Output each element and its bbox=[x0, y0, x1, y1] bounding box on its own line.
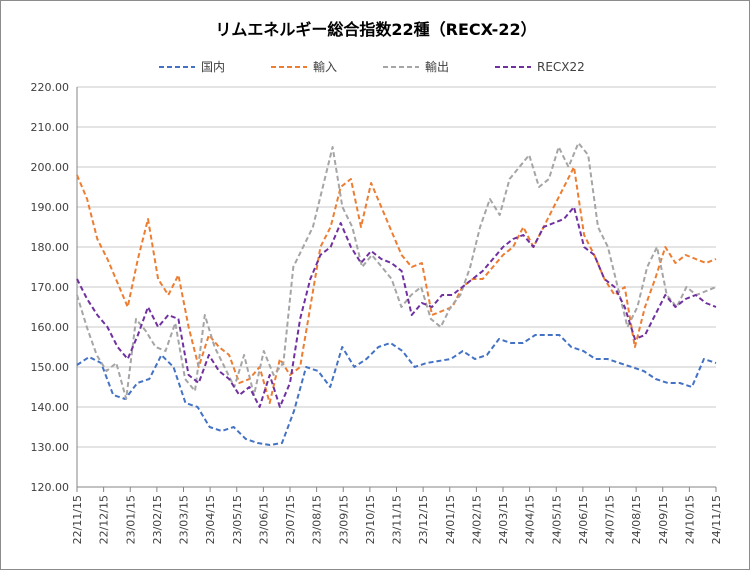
x-tick-label: 24/06/15 bbox=[577, 495, 590, 544]
y-tick-label: 140.00 bbox=[31, 401, 70, 414]
x-tick-label: 24/02/15 bbox=[470, 495, 483, 544]
y-tick-label: 150.00 bbox=[31, 361, 70, 374]
series-line-国内 bbox=[76, 334, 717, 446]
y-tick-label: 200.00 bbox=[31, 161, 70, 174]
x-tick-label: 23/05/15 bbox=[231, 495, 244, 544]
x-tick-label: 24/05/15 bbox=[550, 495, 563, 544]
y-tick-label: 180.00 bbox=[31, 241, 70, 254]
y-tick-label: 120.00 bbox=[31, 481, 70, 494]
x-tick-label: 24/07/15 bbox=[604, 495, 617, 544]
chart-title: リムエネルギー総合指数22種（RECX-22） bbox=[215, 20, 536, 39]
x-tick-label: 24/08/15 bbox=[630, 495, 643, 544]
y-tick-label: 220.00 bbox=[31, 81, 70, 94]
y-tick-label: 130.00 bbox=[31, 441, 70, 454]
series-line-輸出 bbox=[76, 142, 717, 400]
legend: 国内 輸入 輸出 RECX22 bbox=[159, 59, 585, 74]
x-tick-label: 23/02/15 bbox=[151, 495, 164, 544]
x-tick-label: 23/09/15 bbox=[337, 495, 350, 544]
y-axis: 120.00 130.00 140.00 150.00 160.00 170.00 180.… bbox=[31, 81, 78, 494]
y-tick-label: 170.00 bbox=[31, 281, 70, 294]
x-tick-label: 23/03/15 bbox=[178, 495, 191, 544]
x-tick-label: 23/12/15 bbox=[417, 495, 430, 544]
x-tick-label: 23/06/15 bbox=[257, 495, 270, 544]
x-tick-label: 24/01/15 bbox=[444, 495, 457, 544]
y-tick-label: 210.00 bbox=[31, 121, 70, 134]
x-tick-label: 22/12/15 bbox=[98, 495, 111, 544]
series-line-RECX22 bbox=[76, 206, 717, 408]
x-tick-label: 23/04/15 bbox=[204, 495, 217, 544]
series-line-輸入 bbox=[76, 166, 717, 404]
series-group bbox=[76, 142, 717, 446]
x-tick-label: 23/01/15 bbox=[124, 495, 137, 544]
legend-label: 国内 bbox=[201, 60, 225, 74]
x-tick-label: 24/04/15 bbox=[524, 495, 537, 544]
legend-label: 輸出 bbox=[425, 59, 449, 74]
y-tick-label: 190.00 bbox=[31, 201, 70, 214]
x-tick-label: 24/09/15 bbox=[657, 495, 670, 544]
legend-label: RECX22 bbox=[537, 60, 585, 74]
y-tick-label: 160.00 bbox=[31, 321, 70, 334]
x-tick-label: 24/10/15 bbox=[683, 495, 696, 544]
x-tick-label: 24/03/15 bbox=[497, 495, 510, 544]
x-tick-label: 23/11/15 bbox=[391, 495, 404, 544]
legend-label: 輸入 bbox=[313, 59, 337, 74]
x-tick-label: 22/11/15 bbox=[71, 495, 84, 544]
x-tick-label: 24/11/15 bbox=[710, 495, 723, 544]
x-axis: 22/11/15 22/12/15 23/01/15 23/02/15 23/03/15… bbox=[71, 487, 723, 544]
x-tick-label: 23/08/15 bbox=[311, 495, 324, 544]
x-tick-label: 23/07/15 bbox=[284, 495, 297, 544]
x-tick-label: 23/10/15 bbox=[364, 495, 377, 544]
